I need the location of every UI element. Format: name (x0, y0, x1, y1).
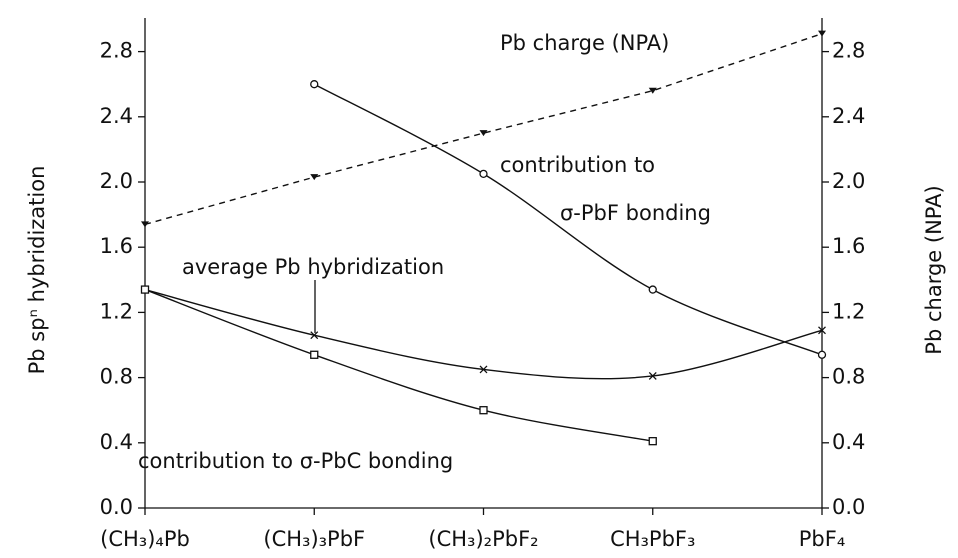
y-tick-label: 0.0 (100, 495, 133, 519)
series-line (144, 288, 653, 442)
y-tick-label: 0.4 (100, 430, 133, 454)
marker (310, 174, 319, 181)
y-tick-label: 2.8 (100, 39, 133, 63)
marker (479, 169, 488, 179)
marker (479, 130, 488, 137)
marker (818, 30, 826, 37)
y2-tick-label: 0.0 (832, 495, 865, 519)
y-tick-label: 1.6 (100, 234, 133, 258)
x-tick-label: PbF₄ (799, 527, 846, 551)
annotation: average Pb hybridization (182, 255, 444, 279)
y2-axis-label: Pb charge (NPA) (922, 185, 946, 354)
marker (648, 437, 657, 446)
x-tick-label: (CH₃)₂PbF₂ (428, 527, 538, 551)
marker (310, 350, 319, 359)
y2-tick-label: 0.4 (832, 430, 865, 454)
y-tick-label: 2.4 (100, 104, 133, 128)
marker (648, 372, 657, 380)
marker (479, 406, 488, 415)
y2-tick-label: 0.8 (832, 365, 865, 389)
y-axis-label: Pb spⁿ hybridization (25, 166, 49, 375)
marker (310, 331, 319, 340)
y-tick-label: 0.8 (100, 365, 133, 389)
series-line (144, 33, 823, 226)
x-tick-label: CH₃PbF₃ (610, 527, 695, 551)
y-tick-label: 2.0 (100, 169, 133, 193)
series-line (144, 288, 823, 380)
annotation: contribution to σ-PbC bonding (138, 449, 453, 473)
y2-tick-label: 2.8 (832, 39, 865, 63)
marker (310, 80, 319, 89)
y2-tick-label: 2.4 (832, 104, 865, 128)
y-tick-label: 1.2 (100, 299, 133, 323)
y2-tick-label: 1.6 (832, 234, 865, 258)
marker (818, 326, 826, 335)
y2-tick-label: 2.0 (832, 169, 865, 193)
annotation: σ-PbF bonding (560, 201, 711, 225)
marker (140, 285, 150, 294)
series-line (313, 83, 823, 356)
annotation: contribution to (500, 153, 655, 177)
x-tick-label: (CH₃)₃PbF (263, 527, 365, 551)
annotation: Pb charge (NPA) (500, 31, 669, 55)
marker (479, 365, 488, 374)
marker (817, 350, 827, 359)
x-tick-label: (CH₃)₄Pb (100, 527, 190, 551)
y2-tick-label: 1.2 (832, 299, 865, 323)
marker (141, 221, 149, 228)
marker (648, 285, 657, 294)
marker (648, 87, 657, 94)
